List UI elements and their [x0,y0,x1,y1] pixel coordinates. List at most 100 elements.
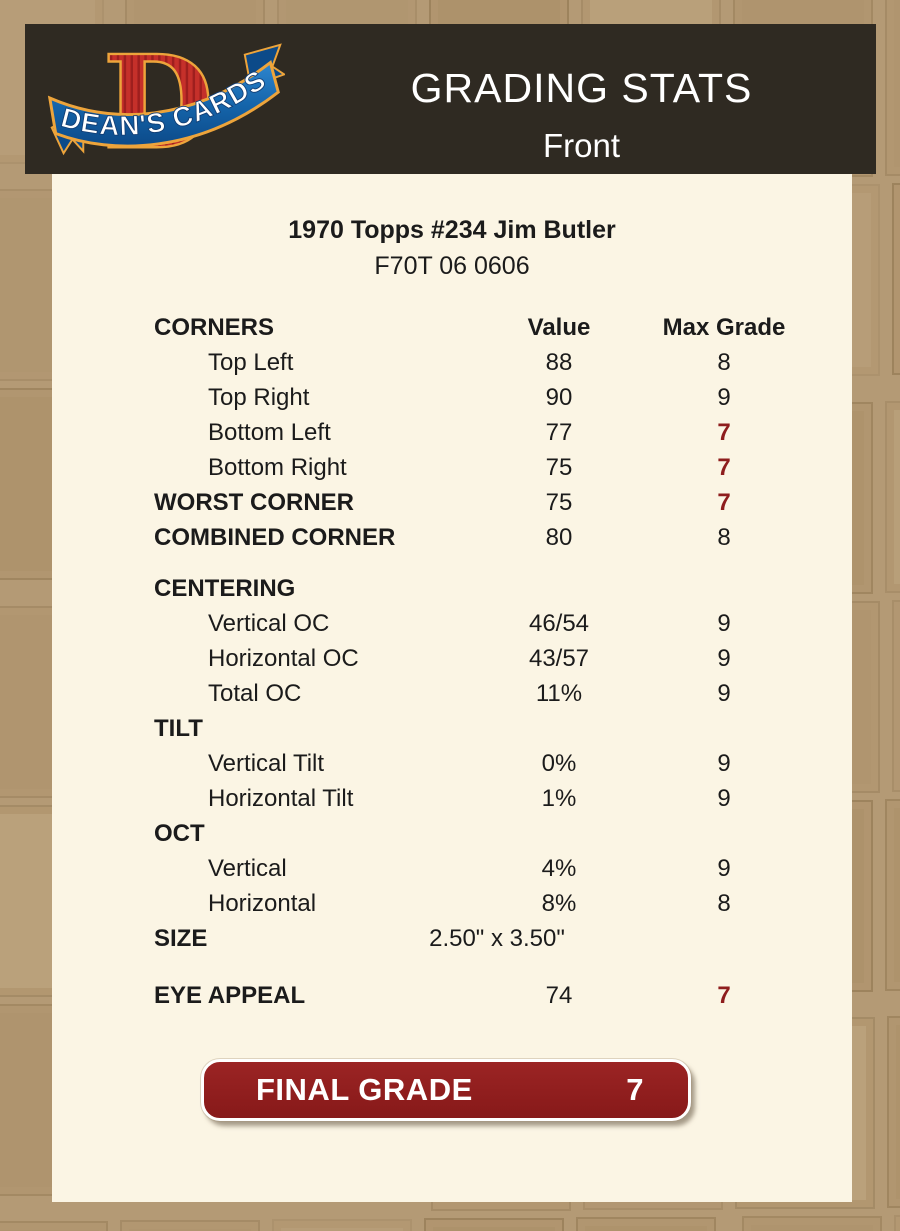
table-row: Bottom Left 77 7 [154,415,794,450]
row-label: Horizontal [208,889,317,917]
row-label: Vertical [208,854,287,882]
row-value: 77 [545,418,573,446]
row-label: EYE APPEAL [154,981,306,1009]
background-card [576,1217,716,1231]
row-label: SIZE [154,924,208,952]
background-card [885,401,900,593]
row-label: Vertical Tilt [208,749,325,777]
table-row: CENTERING [154,571,794,606]
row-value: 90 [545,383,573,411]
row-max-grade: 9 [717,383,731,411]
column-header-corners: CORNERS [154,313,275,341]
row-label: Bottom Left [208,418,331,446]
final-grade-button[interactable]: FINAL GRADE 7 [201,1059,691,1121]
row-value: 4% [541,854,577,882]
row-max-grade: 7 [717,418,731,446]
table-row: Horizontal OC 43/57 9 [154,641,794,676]
row-label: Total OC [208,679,302,707]
table-row: Top Right 90 9 [154,380,794,415]
header-titles: GRADING STATS Front [287,30,876,168]
column-header-max-grade: Max Grade [662,313,786,341]
table-row: EYE APPEAL 74 7 [154,978,794,1013]
row-max-grade: 9 [717,644,731,672]
row-max-grade: 9 [717,609,731,637]
deans-cards-logo-art: D DEAN'S CARDS [47,35,285,165]
row-label: Top Right [208,383,310,411]
row-value: 80 [545,523,573,551]
row-max-grade: 8 [717,523,731,551]
table-row: Total OC 11% 9 [154,676,794,711]
row-max-grade: 9 [717,854,731,882]
row-max-grade: 7 [717,488,731,516]
table-row: Bottom Right 75 7 [154,450,794,485]
deans-cards-logo: D DEAN'S CARDS [25,24,287,174]
group-gap [154,555,794,571]
header-bar: D DEAN'S CARDS GRADING STATS Front [25,24,876,174]
row-value: 0% [541,749,577,777]
row-max-grade: 9 [717,749,731,777]
table-row: SIZE 2.50" x 3.50" [154,921,794,956]
logo-ribbon [47,60,280,148]
row-label: Top Left [208,348,294,376]
row-max-grade: 9 [717,679,731,707]
row-label: Bottom Right [208,453,347,481]
background-card [887,1016,900,1208]
row-label: CENTERING [154,574,296,602]
table-row: Horizontal 8% 8 [154,886,794,921]
table-row: Vertical OC 46/54 9 [154,606,794,641]
group-gap [154,956,794,978]
background-card [742,1216,882,1231]
card-serial: F70T 06 0606 [374,252,530,280]
table-row: Horizontal Tilt 1% 9 [154,781,794,816]
row-label: OCT [154,819,205,847]
row-label: WORST CORNER [154,488,354,516]
final-grade-label: FINAL GRADE [256,1072,473,1107]
row-value: 8% [541,889,577,917]
row-label: TILT [154,714,203,742]
row-value: 75 [545,453,573,481]
background-card [885,0,900,176]
row-label: COMBINED CORNER [154,523,396,551]
row-max-grade: 7 [717,981,731,1009]
row-value: 43/57 [528,644,590,672]
page-subtitle: Front [542,127,621,164]
table-row: Vertical Tilt 0% 9 [154,746,794,781]
background-card [892,600,900,792]
card-title: 1970 Topps #234 Jim Butler [288,216,616,244]
stats-panel: 1970 Topps #234 Jim Butler F70T 06 0606 … [52,174,852,1202]
row-value: 2.50" x 3.50" [429,924,565,952]
stats-table: CORNERS Value Max Grade Top Left 88 8 Top R… [154,310,794,1013]
background-card [0,1221,108,1231]
final-grade-value: 7 [626,1072,644,1107]
row-value: 75 [545,488,573,516]
background-card [892,183,900,375]
table-row: Top Left 88 8 [154,345,794,380]
row-max-grade: 9 [717,784,731,812]
table-row: TILT [154,711,794,746]
row-max-grade: 8 [717,889,731,917]
column-header-value: Value [527,313,591,341]
row-label: Vertical OC [208,609,330,637]
page-title: GRADING STATS [410,65,753,111]
row-max-grade: 8 [717,348,731,376]
background-card [894,1215,900,1231]
row-max-grade: 7 [717,453,731,481]
row-value: 46/54 [528,609,590,637]
table-row: WORST CORNER 75 7 [154,485,794,520]
stats-rows: Top Left 88 8 Top Right 90 9 Bottom Left 77 7 Bot… [154,345,794,1013]
row-value: 88 [545,348,573,376]
row-label: Horizontal OC [208,644,359,672]
background-card [120,1220,260,1231]
background-card [424,1218,564,1231]
table-header-row: CORNERS Value Max Grade [154,310,794,345]
background-card [885,799,900,991]
row-value: 11% [535,679,583,707]
row-value: 1% [541,784,577,812]
row-label: Horizontal Tilt [208,784,354,812]
table-row: Vertical 4% 9 [154,851,794,886]
table-row: COMBINED CORNER 80 8 [154,520,794,555]
background-card [272,1219,412,1231]
row-value: 74 [545,981,573,1009]
table-row: OCT [154,816,794,851]
